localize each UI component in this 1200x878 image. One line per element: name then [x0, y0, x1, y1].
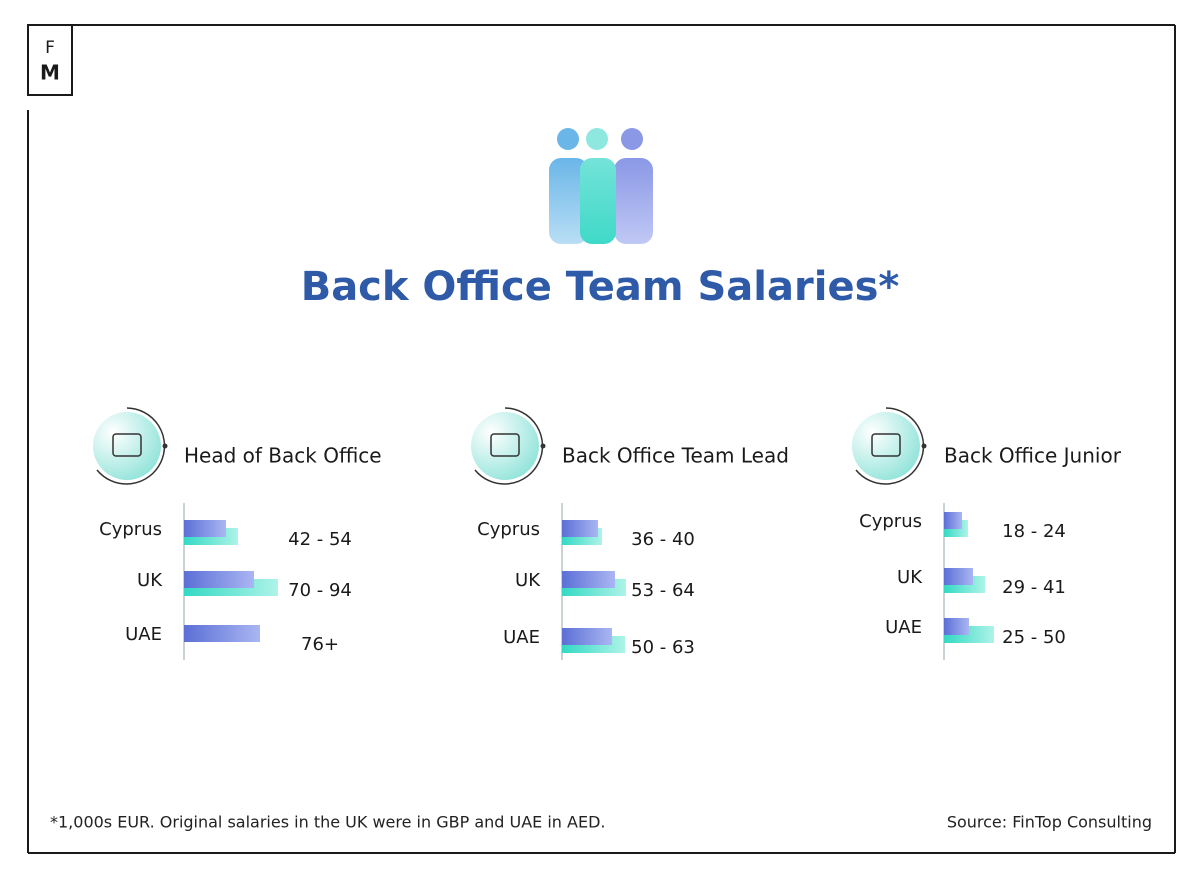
icon-bg — [852, 412, 920, 480]
logo-bottom: M — [40, 61, 60, 85]
category-label: UK — [897, 567, 923, 588]
icon-dot — [540, 443, 546, 449]
panel-title: Back Office Team Lead — [562, 444, 789, 468]
category-label: UK — [137, 570, 163, 591]
icon-ring — [855, 407, 925, 485]
value-label: 29 - 41 — [1002, 577, 1066, 598]
source: Source: FinTop Consulting — [947, 813, 1152, 832]
category-label: Cyprus — [477, 519, 540, 540]
icon-glyph — [490, 433, 520, 457]
people-icon — [549, 128, 653, 244]
panel-title: Head of Back Office — [184, 444, 382, 468]
value-label: 70 - 94 — [288, 580, 352, 601]
bar-min — [562, 571, 615, 588]
icon-bg — [93, 412, 161, 480]
category-label: Cyprus — [859, 511, 922, 532]
bar-min — [184, 571, 254, 588]
page-title: Back Office Team Salaries* — [301, 264, 900, 310]
icon-dot — [162, 443, 168, 449]
icon-glyph — [112, 433, 142, 457]
category-label: UK — [515, 570, 541, 591]
bar-min — [944, 568, 973, 585]
bar-min — [184, 625, 260, 642]
icon-glyph — [871, 433, 901, 457]
bar-min — [944, 618, 969, 635]
icon-ring — [474, 407, 544, 485]
value-label: 18 - 24 — [1002, 521, 1066, 542]
value-label: 76+ — [301, 634, 339, 655]
panel-title: Back Office Junior — [944, 444, 1122, 468]
footnote: *1,000s EUR. Original salaries in the UK… — [50, 813, 605, 832]
icon-ring — [96, 407, 166, 485]
icon-dot — [921, 443, 927, 449]
bar-min — [944, 512, 962, 529]
value-label: 42 - 54 — [288, 529, 352, 550]
bar-min — [562, 520, 598, 537]
category-label: Cyprus — [99, 519, 162, 540]
category-label: UAE — [503, 627, 540, 648]
category-label: UAE — [125, 624, 162, 645]
value-label: 53 - 64 — [631, 580, 695, 601]
bar-min — [562, 628, 612, 645]
icon-bg — [471, 412, 539, 480]
value-label: 36 - 40 — [631, 529, 695, 550]
bar-min — [184, 520, 226, 537]
logo-top: F — [45, 38, 55, 58]
category-label: UAE — [885, 617, 922, 638]
value-label: 50 - 63 — [631, 637, 695, 658]
value-label: 25 - 50 — [1002, 627, 1066, 648]
frame — [27, 24, 1176, 854]
